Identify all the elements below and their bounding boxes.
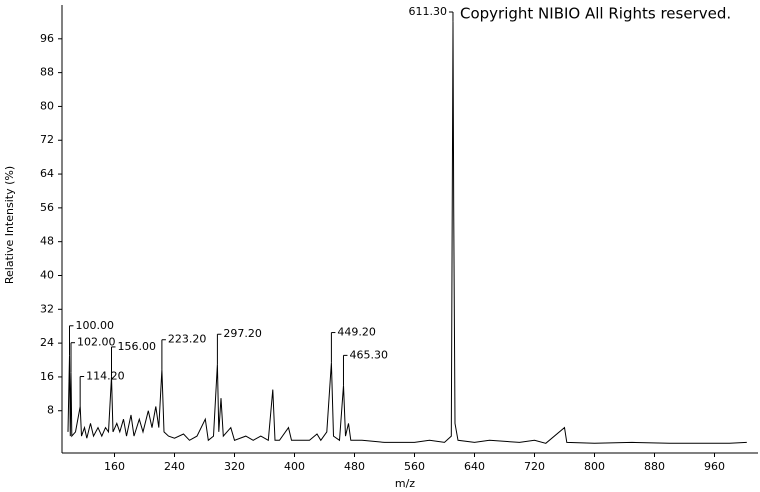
- annotation-label: 297.20: [223, 327, 262, 340]
- annotation-label: 449.20: [337, 326, 376, 339]
- x-tick-label: 960: [704, 460, 725, 473]
- x-tick-label: 560: [404, 460, 425, 473]
- x-tick-label: 480: [344, 460, 365, 473]
- y-tick-label: 8: [47, 404, 54, 417]
- x-tick-label: 880: [644, 460, 665, 473]
- annotation-label: 102.00: [77, 336, 116, 349]
- annotation-label: 465.30: [349, 348, 388, 361]
- x-tick-label: 160: [104, 460, 125, 473]
- annotation-label: 223.20: [168, 333, 207, 346]
- annotation-label: 114.20: [86, 370, 125, 383]
- x-tick-label: 400: [284, 460, 305, 473]
- y-tick-label: 56: [40, 201, 54, 214]
- y-tick-label: 48: [40, 235, 54, 248]
- annotation-label: 100.00: [76, 319, 115, 332]
- annotation-label: 156.00: [118, 340, 157, 353]
- x-tick-label: 320: [224, 460, 245, 473]
- y-tick-label: 64: [40, 167, 54, 180]
- y-tick-label: 40: [40, 268, 54, 281]
- annotation-label: 611.30: [408, 5, 447, 18]
- y-tick-label: 72: [40, 133, 54, 146]
- x-tick-label: 720: [524, 460, 545, 473]
- x-axis-label: m/z: [395, 477, 415, 490]
- y-tick-label: 24: [40, 336, 54, 349]
- y-tick-label: 32: [40, 302, 54, 315]
- y-tick-label: 16: [40, 370, 54, 383]
- spectrum-line: [67, 21, 747, 444]
- y-tick-label: 80: [40, 99, 54, 112]
- x-tick-label: 800: [584, 460, 605, 473]
- y-tick-label: 88: [40, 66, 54, 79]
- y-axis-label: Relative Intensity (%): [3, 166, 16, 284]
- y-tick-label: 96: [40, 32, 54, 45]
- x-tick-label: 640: [464, 460, 485, 473]
- x-tick-label: 240: [164, 460, 185, 473]
- copyright: Copyright NIBIO All Rights reserved.: [460, 5, 731, 23]
